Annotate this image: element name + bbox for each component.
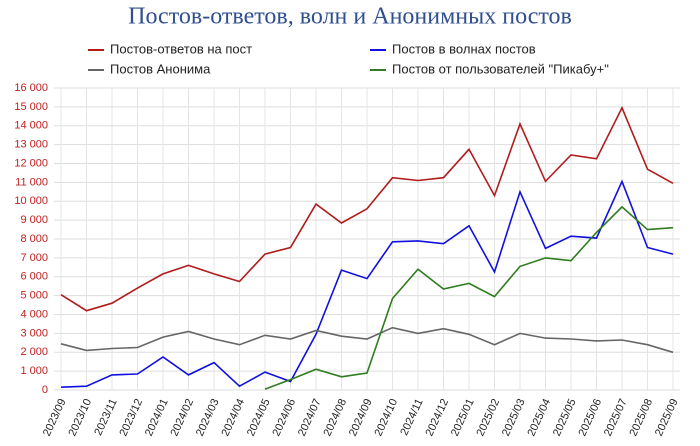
x-tick-label: 2024/08 bbox=[321, 397, 349, 438]
x-tick-label: 2025/07 bbox=[602, 397, 630, 438]
x-tick-label: 2024/09 bbox=[347, 397, 375, 438]
y-tick-label: 16 000 bbox=[14, 82, 48, 94]
x-tick-label: 2025/02 bbox=[474, 397, 502, 438]
legend-label: Постов от пользователей "Пикабу+" bbox=[392, 61, 609, 76]
x-tick-label: 2025/06 bbox=[576, 397, 604, 438]
x-tick-label: 2024/12 bbox=[423, 397, 451, 438]
legend-label: Постов-ответов на пост bbox=[110, 41, 252, 56]
x-tick-label: 2024/04 bbox=[219, 397, 247, 438]
y-tick-label: 8 000 bbox=[20, 233, 48, 245]
series-line bbox=[60, 179, 674, 388]
x-tick-label: 2025/09 bbox=[653, 397, 681, 438]
y-tick-label: 7 000 bbox=[20, 252, 48, 264]
y-tick-label: 11 000 bbox=[15, 176, 48, 188]
x-tick-label: 2024/07 bbox=[296, 397, 324, 438]
y-tick-label: 15 000 bbox=[14, 101, 48, 113]
x-tick-label: 2023/10 bbox=[66, 397, 94, 438]
legend-label: Постов в волнах постов bbox=[392, 41, 536, 56]
x-tick-label: 2023/09 bbox=[41, 397, 69, 438]
x-tick-label: 2024/02 bbox=[168, 397, 196, 438]
legend-label: Постов Анонима bbox=[110, 61, 211, 76]
y-tick-label: 4 000 bbox=[20, 308, 48, 320]
y-tick-label: 14 000 bbox=[14, 120, 48, 132]
chart-title: Постов-ответов, волн и Анонимных постов bbox=[128, 4, 572, 30]
series-line bbox=[60, 326, 674, 354]
y-tick-label: 0 bbox=[42, 384, 48, 396]
x-tick-label: 2024/01 bbox=[143, 397, 171, 438]
x-tick-label: 2025/01 bbox=[449, 397, 477, 438]
y-tick-label: 13 000 bbox=[14, 139, 48, 151]
y-tick-label: 3 000 bbox=[20, 327, 48, 339]
y-tick-label: 1 000 bbox=[20, 365, 48, 377]
x-tick-label: 2025/04 bbox=[525, 397, 553, 438]
x-tick-label: 2025/05 bbox=[551, 397, 579, 438]
x-tick-label: 2024/11 bbox=[398, 397, 425, 437]
series-line bbox=[60, 105, 674, 312]
y-tick-label: 2 000 bbox=[20, 346, 48, 358]
x-tick-label: 2023/11 bbox=[92, 397, 119, 437]
x-tick-label: 2024/05 bbox=[245, 397, 273, 438]
x-tick-label: 2024/03 bbox=[194, 397, 222, 438]
y-tick-label: 10 000 bbox=[14, 195, 48, 207]
x-tick-label: 2024/06 bbox=[270, 397, 298, 438]
x-tick-label: 2023/12 bbox=[117, 397, 145, 438]
y-tick-label: 9 000 bbox=[20, 214, 48, 226]
series-line bbox=[264, 205, 674, 390]
y-tick-label: 6 000 bbox=[20, 271, 48, 283]
x-tick-label: 2025/03 bbox=[500, 397, 528, 438]
y-tick-label: 12 000 bbox=[14, 157, 48, 169]
x-tick-label: 2024/10 bbox=[372, 397, 400, 438]
y-tick-label: 5 000 bbox=[20, 290, 48, 302]
x-tick-label: 2025/08 bbox=[627, 397, 655, 438]
